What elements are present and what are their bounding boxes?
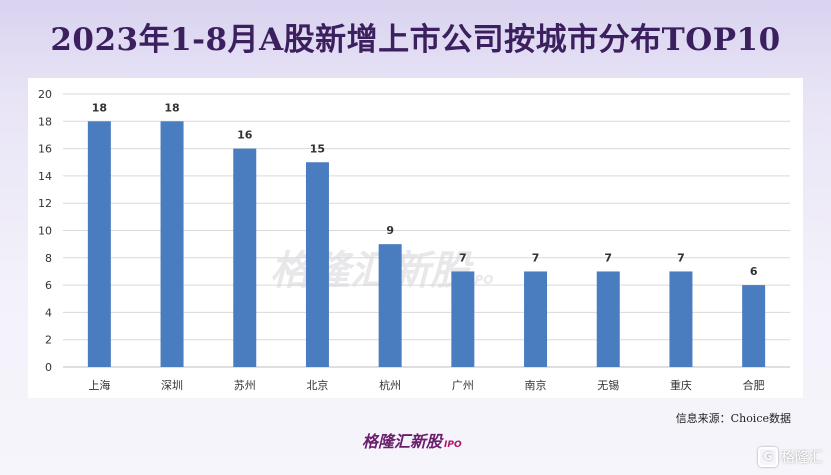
data-label: 18 [164, 101, 179, 114]
x-tick-label: 上海 [88, 378, 110, 392]
brand-logo: 格隆汇新股 IPO [362, 428, 462, 452]
y-tick-label: 2 [45, 334, 52, 347]
data-label: 6 [750, 265, 758, 278]
y-tick-label: 6 [45, 279, 52, 292]
data-label: 16 [237, 129, 253, 142]
corner-logo-text: 格隆汇 [781, 450, 823, 466]
x-tick-label: 南京 [525, 378, 547, 392]
data-label: 15 [310, 142, 325, 155]
data-source-note: 信息来源：Choice数据 [675, 412, 791, 425]
data-label: 18 [92, 101, 107, 114]
corner-logo: G 格隆汇 [758, 447, 823, 467]
bar [524, 271, 548, 367]
y-tick-label: 0 [45, 361, 52, 374]
x-tick-label: 合肥 [743, 378, 765, 392]
y-tick-label: 8 [45, 252, 52, 265]
data-label: 7 [604, 251, 612, 264]
chart-title: 2023年1-8月A股新增上市公司按城市分布TOP10 [50, 22, 781, 58]
data-label: 7 [459, 251, 467, 264]
bar [378, 244, 402, 367]
y-tick-label: 20 [38, 88, 52, 101]
bar [669, 271, 693, 367]
x-tick-label: 重庆 [670, 378, 692, 392]
x-tick-label: 苏州 [234, 379, 256, 392]
x-tick-label: 杭州 [379, 378, 401, 392]
x-tick-label: 广州 [452, 379, 474, 392]
bar [87, 121, 111, 367]
bar [305, 162, 329, 367]
bar [233, 148, 257, 367]
data-label: 9 [386, 224, 394, 237]
x-tick-label: 北京 [306, 378, 328, 392]
bars [87, 121, 766, 367]
data-label: 7 [677, 251, 685, 264]
brand-sub: IPO [444, 440, 462, 450]
y-tick-label: 4 [45, 306, 52, 319]
brand-text: 格隆汇新股 [362, 432, 443, 451]
y-tick-label: 18 [38, 115, 52, 128]
y-tick-label: 12 [38, 197, 52, 210]
x-tick-label: 深圳 [161, 379, 183, 392]
y-tick-label: 16 [38, 143, 52, 156]
bar [160, 121, 184, 367]
bar [596, 271, 620, 367]
y-tick-label: 14 [38, 170, 52, 183]
y-tick-label: 10 [38, 225, 52, 238]
bar [742, 285, 766, 367]
g-logo-icon: G [758, 447, 778, 467]
data-labels: 18 18 16 15 9 7 7 7 7 6 [92, 101, 758, 278]
grid-lines [63, 93, 790, 368]
y-axis-ticks: 0 2 4 6 8 10 12 14 16 18 20 [38, 88, 52, 374]
data-label: 7 [532, 251, 540, 264]
bar [451, 271, 475, 367]
watermark-sub: IPO [470, 273, 494, 287]
watermark-logo: 格隆汇新股IPO [270, 238, 493, 296]
x-axis-ticks: 上海 深圳 苏州 北京 杭州 广州 南京 无锡 重庆 合肥 [88, 378, 764, 392]
x-tick-label: 无锡 [597, 378, 619, 392]
watermark-text: 格隆汇新股 [270, 248, 470, 294]
